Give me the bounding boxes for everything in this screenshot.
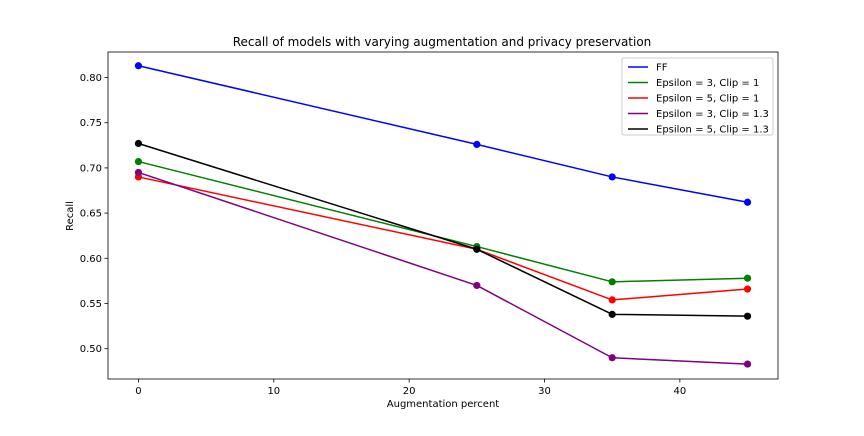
x-tick-label: 20	[403, 386, 416, 397]
series-2-point	[743, 274, 752, 282]
plot-area: 0 10 20 30 40 0.50 0.55 0.60 0.65 0.70 0.75 0.80	[80, 51, 779, 397]
series-3-point	[743, 285, 752, 293]
series-line-3	[138, 176, 748, 301]
legend-items: FF Epsilon = 3, Clip = 1 Epsilon = 5, Clip…	[628, 63, 769, 136]
x-axis-label: Augmentation percent	[387, 399, 500, 410]
x-tick-label: 40	[674, 386, 687, 397]
y-tick-label: 0.70	[80, 163, 102, 174]
series-2-point	[608, 278, 616, 286]
legend-box	[621, 57, 774, 136]
y-tick-label: 0.65	[80, 209, 102, 220]
y-axis-label: Recall	[65, 201, 76, 231]
x-axis: 0 10 20 30 40	[135, 379, 686, 397]
series-line-5	[138, 142, 748, 317]
y-tick-label: 0.75	[80, 118, 102, 129]
series-5-point	[473, 245, 481, 253]
axes-frame	[107, 51, 779, 380]
series-2-point	[134, 157, 143, 166]
series-1-point	[743, 198, 752, 206]
series-4-point	[743, 360, 752, 368]
legend-label: Epsilon = 5, Clip = 1.3	[656, 125, 769, 136]
series-3-point	[608, 296, 616, 304]
legend-label: Epsilon = 3, Clip = 1.3	[656, 109, 769, 120]
legend-label: Epsilon = 5, Clip = 1	[656, 94, 759, 105]
series-1-point	[473, 140, 481, 148]
series-5-point	[608, 310, 616, 318]
x-tick-label: 0	[135, 386, 141, 397]
legend: FF Epsilon = 3, Clip = 1 Epsilon = 5, Clip…	[621, 57, 774, 136]
y-tick-label: 0.50	[80, 344, 102, 355]
legend-label: FF	[656, 63, 668, 74]
y-axis: 0.50 0.55 0.60 0.65 0.70 0.75 0.80	[80, 73, 108, 355]
chart-title: Recall of models with varying augmentati…	[233, 35, 652, 49]
series-line-2	[138, 160, 748, 283]
y-tick-label: 0.55	[80, 299, 102, 310]
series-4-point	[134, 168, 143, 177]
series-4-point	[608, 354, 616, 362]
legend-label: Epsilon = 3, Clip = 1	[656, 78, 759, 89]
series-1-point	[134, 62, 143, 70]
series-5-point	[743, 312, 752, 320]
x-tick-label: 10	[267, 386, 280, 397]
series-line-4	[138, 171, 748, 365]
y-tick-label: 0.80	[80, 73, 102, 84]
y-tick-label: 0.60	[80, 254, 102, 265]
series-markers	[134, 62, 752, 368]
series-line-1	[138, 65, 748, 203]
x-tick-label: 30	[538, 386, 551, 397]
series-lines	[138, 65, 748, 365]
series-1-point	[608, 173, 616, 181]
series-5-point	[134, 139, 143, 148]
series-4-point	[473, 281, 481, 290]
